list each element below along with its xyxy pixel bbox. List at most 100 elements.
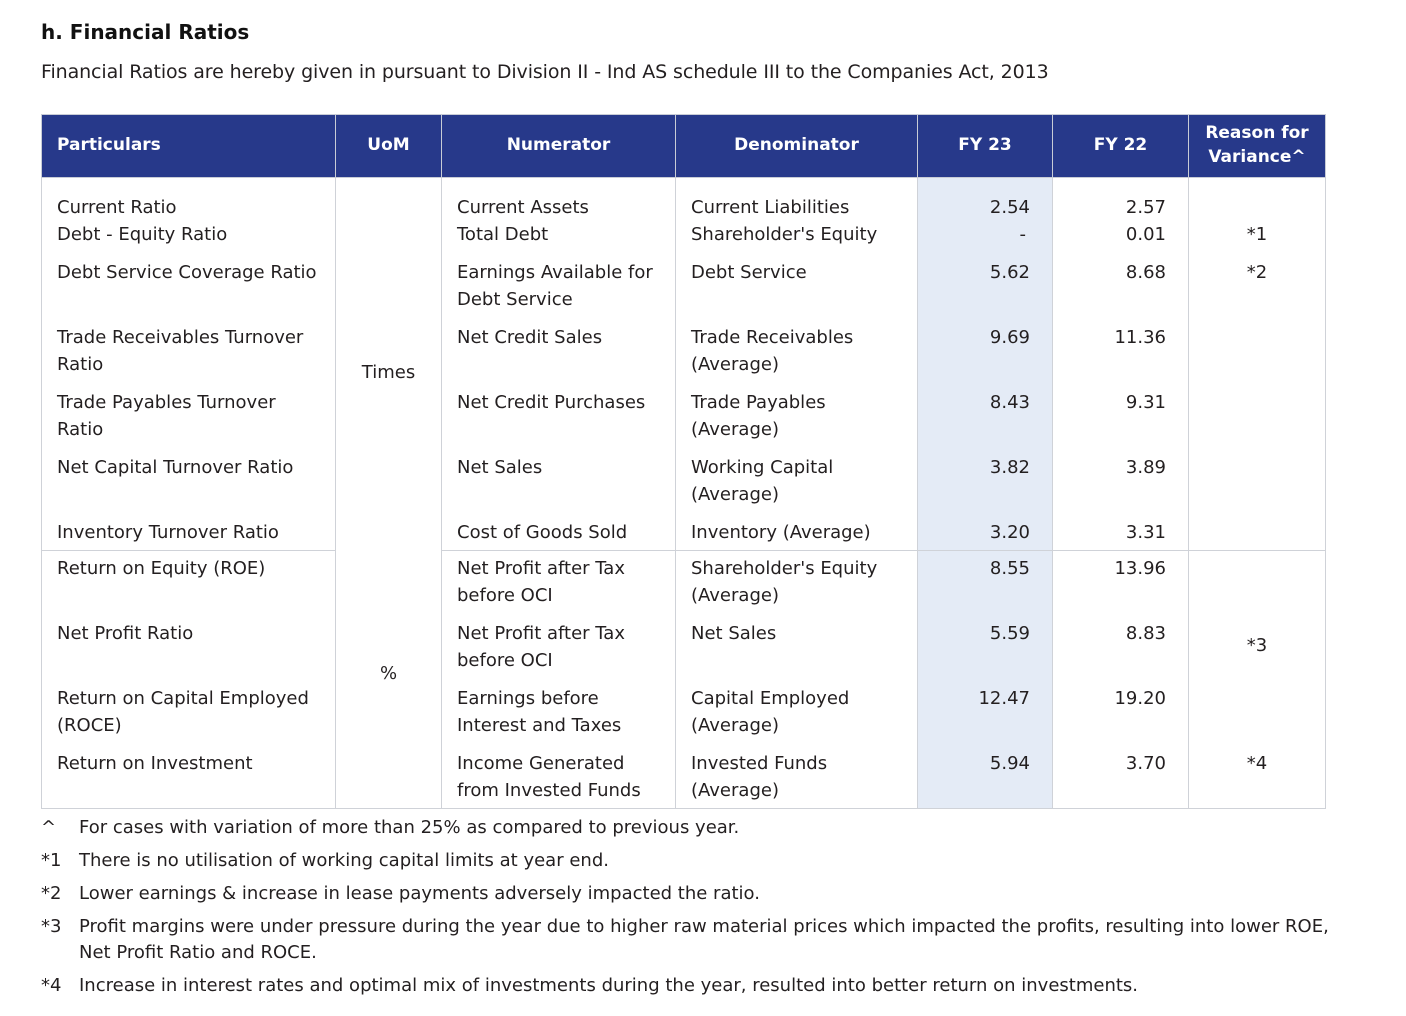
cell-denominator: Shareholder's Equity xyxy=(675,221,918,259)
cell-numerator: Net Profit after Tax before OCI xyxy=(441,550,676,620)
cell-fy23: 5.62 xyxy=(917,259,1053,324)
cell-fy23: 9.69 xyxy=(917,324,1053,389)
cell-numerator: Current Assets xyxy=(441,177,676,221)
cell-fy22: 11.36 xyxy=(1052,324,1189,389)
header-numerator: Numerator xyxy=(441,114,676,178)
cell-numerator: Net Credit Purchases xyxy=(441,389,676,454)
cell-fy22: 8.68 xyxy=(1052,259,1189,324)
cell-fy23: 8.55 xyxy=(917,550,1053,620)
cell-fy23: 3.20 xyxy=(917,519,1053,551)
cell-reason xyxy=(1188,389,1326,454)
table-row: Return on Equity (ROE) % Net Profit afte… xyxy=(41,550,1326,809)
cell-fy23: - xyxy=(917,221,1053,259)
footnote-mark: *4 xyxy=(41,975,62,996)
cell-fy22: 19.20 xyxy=(1052,685,1189,750)
table-row: Return on Capital Employed (ROCE) Earnin… xyxy=(41,685,1326,750)
cell-fy22: 3.89 xyxy=(1052,454,1189,519)
cell-numerator: Earnings before Interest and Taxes xyxy=(441,685,676,750)
cell-denominator: Invested Funds (Average) xyxy=(675,750,918,809)
header-particulars: Particulars xyxy=(41,114,336,178)
cell-fy22: 8.83 xyxy=(1052,620,1189,685)
table-row: Trade Payables Turnover Ratio Net Credit… xyxy=(41,389,1326,454)
financial-ratios-table: Particulars UoM Numerator Denominator FY… xyxy=(41,114,1326,809)
footnote: *2 Lower earnings & increase in lease pa… xyxy=(41,881,1341,907)
cell-fy22: 13.96 xyxy=(1052,550,1189,620)
cell-denominator: Shareholder's Equity (Average) xyxy=(675,550,918,620)
footnote-mark: *2 xyxy=(41,883,62,904)
cell-particulars: Net Profit Ratio xyxy=(41,620,336,685)
cell-reason: *3 xyxy=(1188,550,1326,750)
header-denominator: Denominator xyxy=(675,114,918,178)
cell-particulars: Trade Receivables Turnover Ratio xyxy=(41,324,336,389)
footnote-text: Profit margins were under pressure durin… xyxy=(79,916,1329,963)
table-row: Debt Service Coverage Ratio Earnings Ava… xyxy=(41,259,1326,324)
footnote-text: There is no utilisation of working capit… xyxy=(79,850,609,871)
section-subtitle: Financial Ratios are hereby given in pur… xyxy=(41,61,1049,83)
header-fy22: FY 22 xyxy=(1052,114,1189,178)
cell-fy23: 8.43 xyxy=(917,389,1053,454)
footnote: *1 There is no utilisation of working ca… xyxy=(41,848,1341,874)
cell-particulars: Debt Service Coverage Ratio xyxy=(41,259,336,324)
cell-fy22: 3.70 xyxy=(1052,750,1189,809)
cell-numerator: Net Credit Sales xyxy=(441,324,676,389)
cell-fy23: 12.47 xyxy=(917,685,1053,750)
table-row: Inventory Turnover Ratio Cost of Goods S… xyxy=(41,519,1326,551)
cell-numerator: Income Generated from Invested Funds xyxy=(441,750,676,809)
cell-reason: *2 xyxy=(1188,259,1326,324)
footnote-mark: ^ xyxy=(41,817,57,838)
table-header-row: Particulars UoM Numerator Denominator FY… xyxy=(41,114,1326,178)
cell-fy22: 0.01 xyxy=(1052,221,1189,259)
table-row: Return on Investment Income Generated fr… xyxy=(41,750,1326,809)
cell-fy23: 2.54 xyxy=(917,177,1053,221)
cell-denominator: Inventory (Average) xyxy=(675,519,918,551)
cell-numerator: Net Sales xyxy=(441,454,676,519)
cell-denominator: Working Capital (Average) xyxy=(675,454,918,519)
table-row: Debt - Equity Ratio Total Debt Sharehold… xyxy=(41,221,1326,259)
cell-reason: *4 xyxy=(1188,750,1326,809)
cell-fy23: 3.82 xyxy=(917,454,1053,519)
footnote-mark: *1 xyxy=(41,850,62,871)
cell-reason xyxy=(1188,519,1326,551)
cell-particulars: Trade Payables Turnover Ratio xyxy=(41,389,336,454)
cell-fy23: 5.59 xyxy=(917,620,1053,685)
cell-reason xyxy=(1188,177,1326,221)
cell-fy22: 9.31 xyxy=(1052,389,1189,454)
cell-particulars: Debt - Equity Ratio xyxy=(41,221,336,259)
cell-particulars: Return on Equity (ROE) xyxy=(41,550,336,620)
cell-particulars: Inventory Turnover Ratio xyxy=(41,519,336,551)
cell-denominator: Debt Service xyxy=(675,259,918,324)
cell-numerator: Earnings Available for Debt Service xyxy=(441,259,676,324)
table-row: Trade Receivables Turnover Ratio Net Cre… xyxy=(41,324,1326,389)
header-uom: UoM xyxy=(335,114,442,178)
footnote-text: Lower earnings & increase in lease payme… xyxy=(79,883,760,904)
cell-reason xyxy=(1188,454,1326,519)
cell-fy22: 2.57 xyxy=(1052,177,1189,221)
header-reason: Reason for Variance^ xyxy=(1188,114,1326,178)
footnote: *4 Increase in interest rates and optima… xyxy=(41,973,1341,999)
cell-particulars: Return on Investment xyxy=(41,750,336,809)
footnotes: ^ For cases with variation of more than … xyxy=(41,815,1341,1006)
cell-denominator: Trade Payables (Average) xyxy=(675,389,918,454)
cell-denominator: Trade Receivables (Average) xyxy=(675,324,918,389)
cell-denominator: Current Liabilities xyxy=(675,177,918,221)
header-fy23: FY 23 xyxy=(917,114,1053,178)
cell-numerator: Net Profit after Tax before OCI xyxy=(441,620,676,685)
footnote: ^ For cases with variation of more than … xyxy=(41,815,1341,841)
cell-particulars: Return on Capital Employed (ROCE) xyxy=(41,685,336,750)
cell-particulars: Net Capital Turnover Ratio xyxy=(41,454,336,519)
cell-fy23: 5.94 xyxy=(917,750,1053,809)
cell-reason xyxy=(1188,324,1326,389)
cell-uom: Times xyxy=(335,177,442,551)
cell-denominator: Capital Employed (Average) xyxy=(675,685,918,750)
cell-fy22: 3.31 xyxy=(1052,519,1189,551)
cell-reason: *1 xyxy=(1188,221,1326,259)
footnote-text: Increase in interest rates and optimal m… xyxy=(79,975,1139,996)
footnote-mark: *3 xyxy=(41,916,62,937)
cell-particulars: Current Ratio xyxy=(41,177,336,221)
cell-uom: % xyxy=(335,550,442,809)
cell-numerator: Cost of Goods Sold xyxy=(441,519,676,551)
footnote: *3 Profit margins were under pressure du… xyxy=(41,914,1341,966)
table-row: Net Capital Turnover Ratio Net Sales Wor… xyxy=(41,454,1326,519)
table-row: Current Ratio Times Current Assets Curre… xyxy=(41,177,1326,551)
footnote-text: For cases with variation of more than 25… xyxy=(79,817,740,838)
